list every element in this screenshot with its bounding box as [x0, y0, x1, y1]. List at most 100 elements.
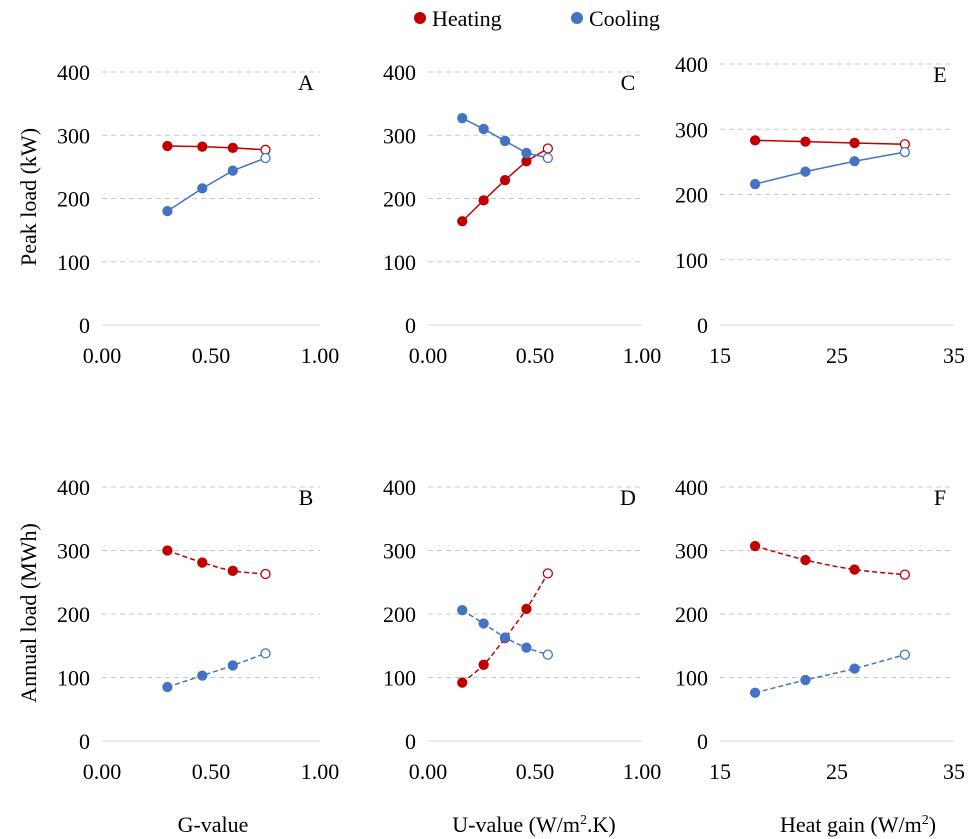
legend-item-cooling: Cooling — [571, 6, 660, 31]
y-tick-label-e-1: 100 — [675, 248, 708, 273]
y-tick-label-a-3: 300 — [57, 123, 90, 148]
data-point-b-heating-0 — [162, 545, 173, 556]
y-tick-label-b-1: 100 — [57, 666, 90, 691]
data-point-d-cooling-0 — [457, 605, 468, 616]
series-line-d-heating — [461, 572, 549, 684]
series-line-e-cooling — [754, 151, 905, 185]
data-point-a-cooling-2 — [227, 165, 238, 176]
series-line-b-heating — [167, 549, 266, 575]
y-tick-label-a-4: 400 — [57, 60, 90, 85]
data-point-c-cooling-0 — [457, 113, 468, 124]
x-tick-label-c-1: 0.50 — [516, 343, 555, 368]
data-point-d-cooling-1 — [478, 618, 489, 629]
panel-letter-e: E — [933, 62, 946, 87]
series-line-b-cooling — [167, 652, 266, 688]
data-point-b-cooling-3 — [260, 648, 271, 659]
legend-marker-cooling — [571, 12, 583, 24]
y-tick-label-a-0: 0 — [79, 313, 90, 338]
data-point-b-cooling-0 — [162, 681, 173, 693]
y-tick-label-b-2: 200 — [57, 602, 90, 627]
data-point-a-heating-0 — [162, 140, 173, 152]
y-tick-label-a-1: 100 — [57, 250, 90, 275]
y-tick-label-e-2: 200 — [675, 183, 708, 208]
data-point-c-cooling-4 — [542, 152, 553, 164]
data-point-c-cooling-3 — [521, 147, 532, 159]
x-tick-label-c-2: 1.00 — [623, 343, 662, 368]
data-point-c-cooling-2 — [499, 135, 511, 147]
data-point-a-cooling-0 — [162, 205, 173, 217]
x-axis-title-heat-gain: Heat gain (W/m2) — [780, 812, 936, 837]
y-tick-label-c-1: 100 — [383, 250, 416, 275]
series-line-f-cooling — [754, 653, 906, 694]
x-tick-label-c-0: 0.00 — [409, 343, 448, 368]
legend-marker-heating — [414, 12, 426, 24]
data-point-f-heating-0 — [749, 540, 761, 552]
data-point-d-heating-0 — [457, 677, 468, 688]
panel-e: 0 100 200 300 400 15 25 35 E — [675, 52, 965, 368]
data-point-e-heating-1 — [800, 136, 811, 147]
y-tick-label-d-4: 400 — [383, 475, 416, 500]
panel-f: 0 100 200 300 400 15 25 35 F — [675, 475, 965, 784]
x-tick-label-a-1: 0.50 — [192, 343, 231, 368]
legend-label-cooling: Cooling — [589, 6, 660, 31]
x-axis-title-g-value: G-value — [178, 812, 249, 837]
data-point-c-heating-0 — [457, 216, 468, 227]
data-point-c-heating-4 — [542, 143, 553, 154]
series-line-a-heating — [167, 145, 266, 151]
x-tick-label-f-1: 25 — [826, 759, 848, 784]
y-tick-label-c-0: 0 — [405, 313, 416, 338]
x-tick-label-a-2: 1.00 — [301, 343, 340, 368]
data-point-b-heating-1 — [197, 557, 208, 568]
data-point-c-heating-2 — [499, 175, 511, 186]
data-point-f-heating-2 — [849, 564, 860, 575]
data-point-f-heating-3 — [899, 569, 911, 580]
data-point-a-heating-1 — [197, 141, 208, 152]
y-tick-label-f-0: 0 — [697, 729, 708, 754]
data-point-b-heating-3 — [260, 568, 271, 580]
data-point-a-heating-2 — [227, 142, 238, 154]
data-point-d-cooling-4 — [542, 649, 553, 660]
y-tick-label-c-3: 300 — [383, 123, 416, 148]
data-point-d-heating-3 — [521, 603, 532, 615]
x-tick-label-e-2: 35 — [943, 343, 965, 368]
y-tick-label-d-0: 0 — [405, 729, 416, 754]
panel-letter-c: C — [621, 70, 636, 95]
y-axis-title-peak-load: Peak load (kW) — [16, 128, 41, 266]
data-point-d-heating-4 — [542, 568, 553, 579]
y-tick-label-b-0: 0 — [79, 729, 90, 754]
data-point-e-cooling-1 — [800, 166, 811, 177]
data-point-f-cooling-2 — [849, 663, 860, 674]
legend-label-heating: Heating — [432, 6, 502, 31]
x-axis-title-u-value: U-value (W/m2.K) — [452, 812, 615, 837]
y-tick-label-d-1: 100 — [383, 666, 416, 691]
x-tick-label-e-0: 15 — [709, 343, 731, 368]
x-tick-label-b-1: 0.50 — [192, 759, 231, 784]
data-point-f-cooling-3 — [899, 649, 911, 660]
y-tick-label-f-2: 200 — [675, 602, 708, 627]
y-tick-label-c-2: 200 — [383, 187, 416, 212]
data-point-f-cooling-1 — [800, 674, 811, 686]
x-tick-label-f-0: 15 — [709, 759, 731, 784]
y-tick-label-e-4: 400 — [675, 52, 708, 77]
y-tick-label-c-4: 400 — [383, 60, 416, 85]
data-point-e-heating-0 — [749, 135, 761, 146]
y-tick-label-f-1: 100 — [675, 666, 708, 691]
data-point-d-cooling-3 — [521, 642, 532, 653]
data-point-e-cooling-3 — [899, 146, 911, 158]
panel-b: 0 100 200 300 400 0.00 0.50 1.00 B — [57, 475, 339, 784]
data-point-c-heating-1 — [478, 195, 489, 206]
series-line-e-heating — [755, 139, 905, 146]
data-point-b-cooling-2 — [227, 660, 238, 671]
y-tick-label-b-4: 400 — [57, 475, 90, 500]
y-tick-label-e-0: 0 — [697, 313, 708, 338]
y-tick-label-a-2: 200 — [57, 187, 90, 212]
data-point-e-cooling-2 — [849, 156, 860, 167]
y-tick-label-f-4: 400 — [675, 475, 708, 500]
data-point-f-heating-1 — [800, 554, 811, 566]
series-line-f-heating — [754, 545, 905, 576]
panel-a: 0 100 200 300 400 0.00 0.50 1.00 A — [57, 60, 339, 368]
data-point-b-heating-2 — [227, 565, 238, 576]
x-tick-label-f-2: 35 — [943, 759, 965, 784]
